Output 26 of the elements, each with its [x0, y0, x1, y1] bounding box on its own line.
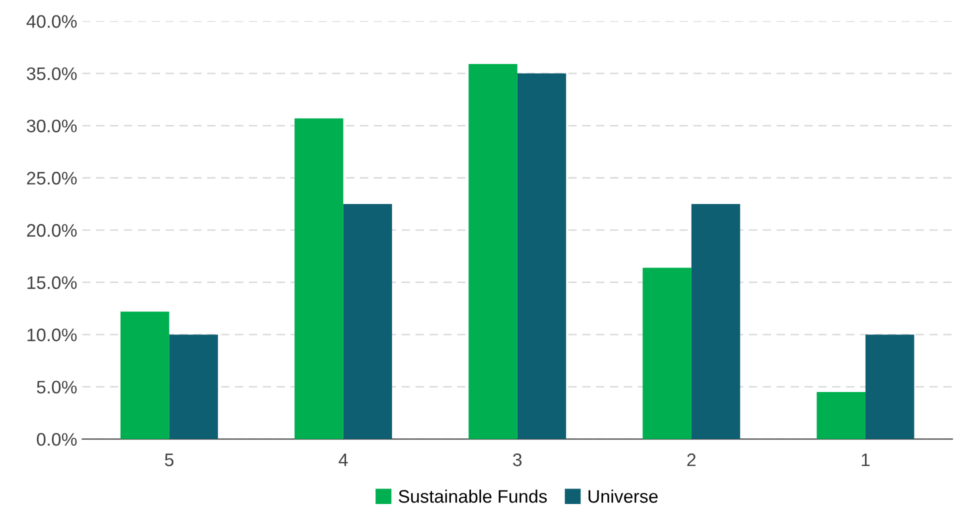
- legend-label: Universe: [588, 490, 658, 503]
- x-tick-label: 4: [338, 454, 348, 466]
- x-tick-label: 2: [687, 453, 696, 466]
- bar: [691, 204, 740, 440]
- bar: [294, 118, 344, 440]
- legend-label: Sustainable Funds: [398, 490, 547, 503]
- y-tick-label: 40.0%: [26, 15, 77, 28]
- bar: [517, 73, 566, 440]
- y-tick-label: 15.0%: [28, 276, 77, 290]
- bar: [169, 334, 218, 440]
- bar: [865, 334, 914, 440]
- y-tick-label: 20.0%: [27, 224, 77, 237]
- x-tick-label: 3: [513, 453, 522, 466]
- bar: [343, 204, 392, 440]
- y-tick-label: 5.0%: [36, 380, 77, 394]
- bar: [120, 312, 170, 440]
- bar: [816, 392, 866, 440]
- x-tick-label: 1: [862, 454, 870, 466]
- y-tick-label: 35.0%: [26, 67, 77, 80]
- bar: [468, 64, 518, 440]
- y-tick-label: 25.0%: [27, 172, 77, 185]
- y-tick-label: 10.0%: [28, 328, 77, 342]
- x-tick-label: 5: [164, 454, 174, 466]
- bar: [642, 268, 692, 440]
- y-tick-label: 0.0%: [36, 433, 77, 446]
- y-tick-label: 30.0%: [26, 120, 77, 132]
